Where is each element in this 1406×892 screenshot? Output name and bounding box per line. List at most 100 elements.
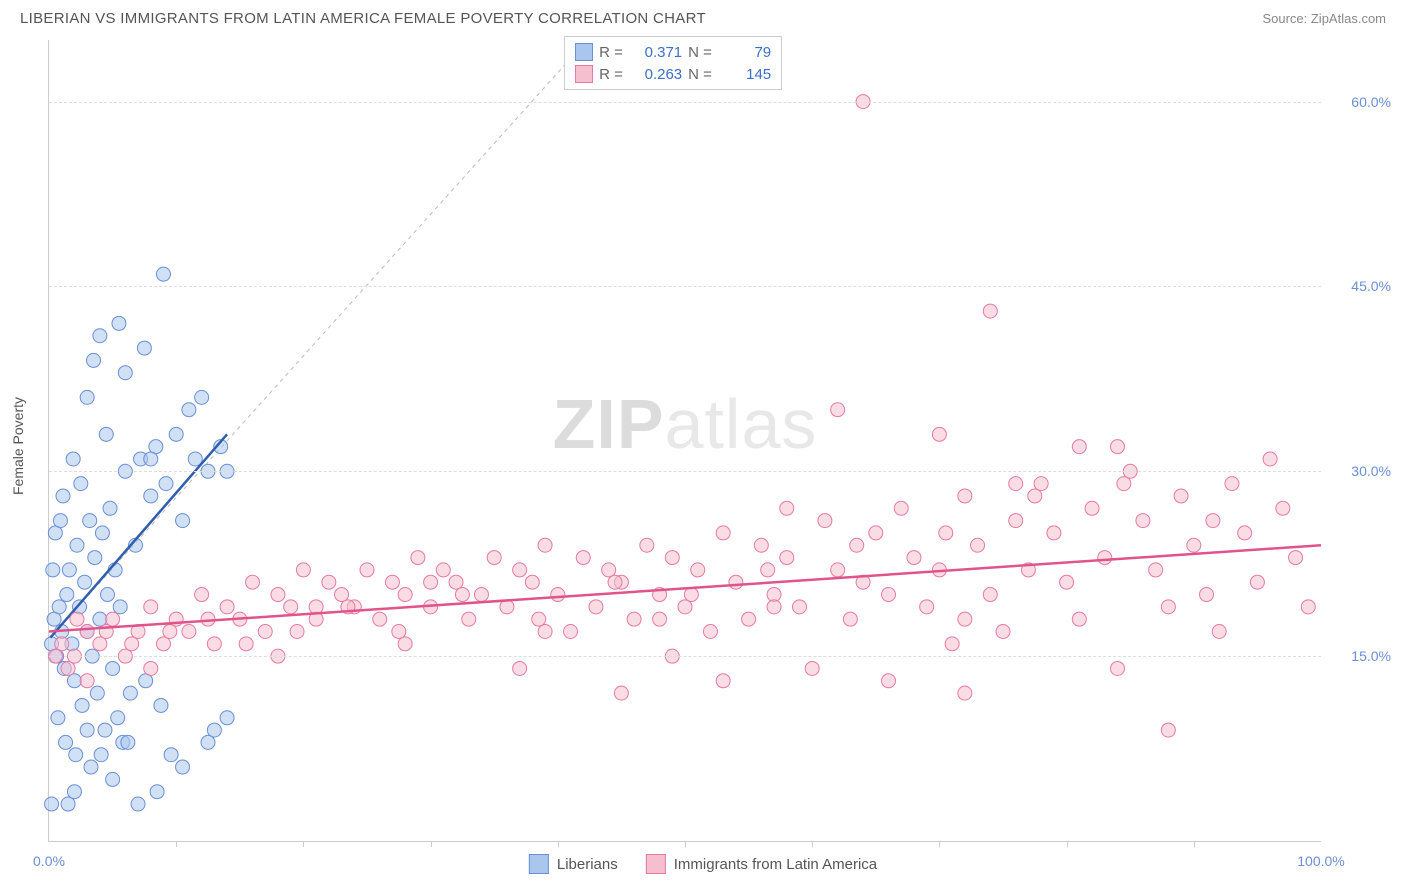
data-point — [920, 600, 934, 614]
data-point — [93, 329, 107, 343]
data-point — [137, 341, 151, 355]
data-point — [61, 661, 75, 675]
data-point — [996, 625, 1010, 639]
gridline — [49, 102, 1321, 103]
data-point — [55, 637, 69, 651]
data-point — [60, 588, 74, 602]
data-point — [665, 551, 679, 565]
data-point — [75, 698, 89, 712]
trend-line — [49, 545, 1321, 631]
data-point — [608, 575, 622, 589]
data-point — [958, 489, 972, 503]
data-point — [80, 390, 94, 404]
y-axis-label: Female Poverty — [10, 397, 26, 495]
data-point — [1161, 723, 1175, 737]
data-point — [163, 625, 177, 639]
data-point — [111, 711, 125, 725]
data-point — [392, 625, 406, 639]
data-point — [653, 612, 667, 626]
data-point — [52, 600, 66, 614]
data-point — [290, 625, 304, 639]
data-point — [296, 563, 310, 577]
data-point — [95, 526, 109, 540]
data-point — [112, 316, 126, 330]
data-point — [101, 588, 115, 602]
data-point — [207, 723, 221, 737]
data-point — [156, 267, 170, 281]
stats-r-label: R = — [599, 44, 624, 61]
data-point — [792, 600, 806, 614]
data-point — [46, 563, 60, 577]
data-point — [1110, 440, 1124, 454]
data-point — [118, 366, 132, 380]
data-point — [1174, 489, 1188, 503]
chart-plot-area: ZIPatlas R =0.371N =79R =0.263N =145 15.… — [48, 40, 1321, 842]
legend-label: Immigrants from Latin America — [674, 856, 877, 873]
data-point — [156, 637, 170, 651]
data-point — [1028, 489, 1042, 503]
data-point — [80, 723, 94, 737]
source-attribution: Source: ZipAtlas.com — [1262, 11, 1386, 26]
data-point — [729, 575, 743, 589]
data-point — [246, 575, 260, 589]
data-point — [564, 625, 578, 639]
data-point — [1034, 477, 1048, 491]
data-point — [1161, 600, 1175, 614]
data-point — [1110, 661, 1124, 675]
x-tick — [685, 841, 686, 847]
data-point — [939, 526, 953, 540]
data-point — [309, 600, 323, 614]
data-point — [1200, 588, 1214, 602]
data-point — [98, 723, 112, 737]
data-point — [1047, 526, 1061, 540]
x-tick — [812, 841, 813, 847]
data-point — [1250, 575, 1264, 589]
data-point — [462, 612, 476, 626]
data-point — [1225, 477, 1239, 491]
data-point — [51, 711, 65, 725]
data-point — [831, 403, 845, 417]
gridline — [49, 656, 1321, 657]
data-point — [207, 637, 221, 651]
data-point — [805, 661, 819, 675]
data-point — [159, 477, 173, 491]
data-point — [576, 551, 590, 565]
data-point — [144, 661, 158, 675]
data-point — [945, 637, 959, 651]
data-point — [455, 588, 469, 602]
chart-title: LIBERIAN VS IMMIGRANTS FROM LATIN AMERIC… — [20, 10, 706, 27]
data-point — [73, 600, 87, 614]
data-point — [90, 686, 104, 700]
data-point — [487, 551, 501, 565]
data-point — [56, 489, 70, 503]
data-point — [850, 538, 864, 552]
data-point — [258, 625, 272, 639]
data-point — [983, 588, 997, 602]
data-point — [449, 575, 463, 589]
data-point — [983, 304, 997, 318]
x-tick — [1067, 841, 1068, 847]
y-tick-label: 60.0% — [1351, 94, 1391, 110]
y-tick-label: 15.0% — [1351, 648, 1391, 664]
x-tick — [939, 841, 940, 847]
data-point — [144, 600, 158, 614]
data-point — [70, 538, 84, 552]
data-point — [385, 575, 399, 589]
stats-n-value: 145 — [719, 66, 771, 83]
data-point — [83, 514, 97, 528]
data-point — [87, 353, 101, 367]
x-tick — [1194, 841, 1195, 847]
y-tick-label: 30.0% — [1351, 463, 1391, 479]
data-point — [121, 735, 135, 749]
data-point — [1301, 600, 1315, 614]
data-point — [62, 563, 76, 577]
data-point — [195, 588, 209, 602]
data-point — [1206, 514, 1220, 528]
data-point — [761, 563, 775, 577]
data-point — [1098, 551, 1112, 565]
x-tick — [558, 841, 559, 847]
legend-swatch — [529, 854, 549, 874]
correlation-stats-box: R =0.371N =79R =0.263N =145 — [564, 36, 782, 90]
data-point — [1149, 563, 1163, 577]
data-point — [1263, 452, 1277, 466]
